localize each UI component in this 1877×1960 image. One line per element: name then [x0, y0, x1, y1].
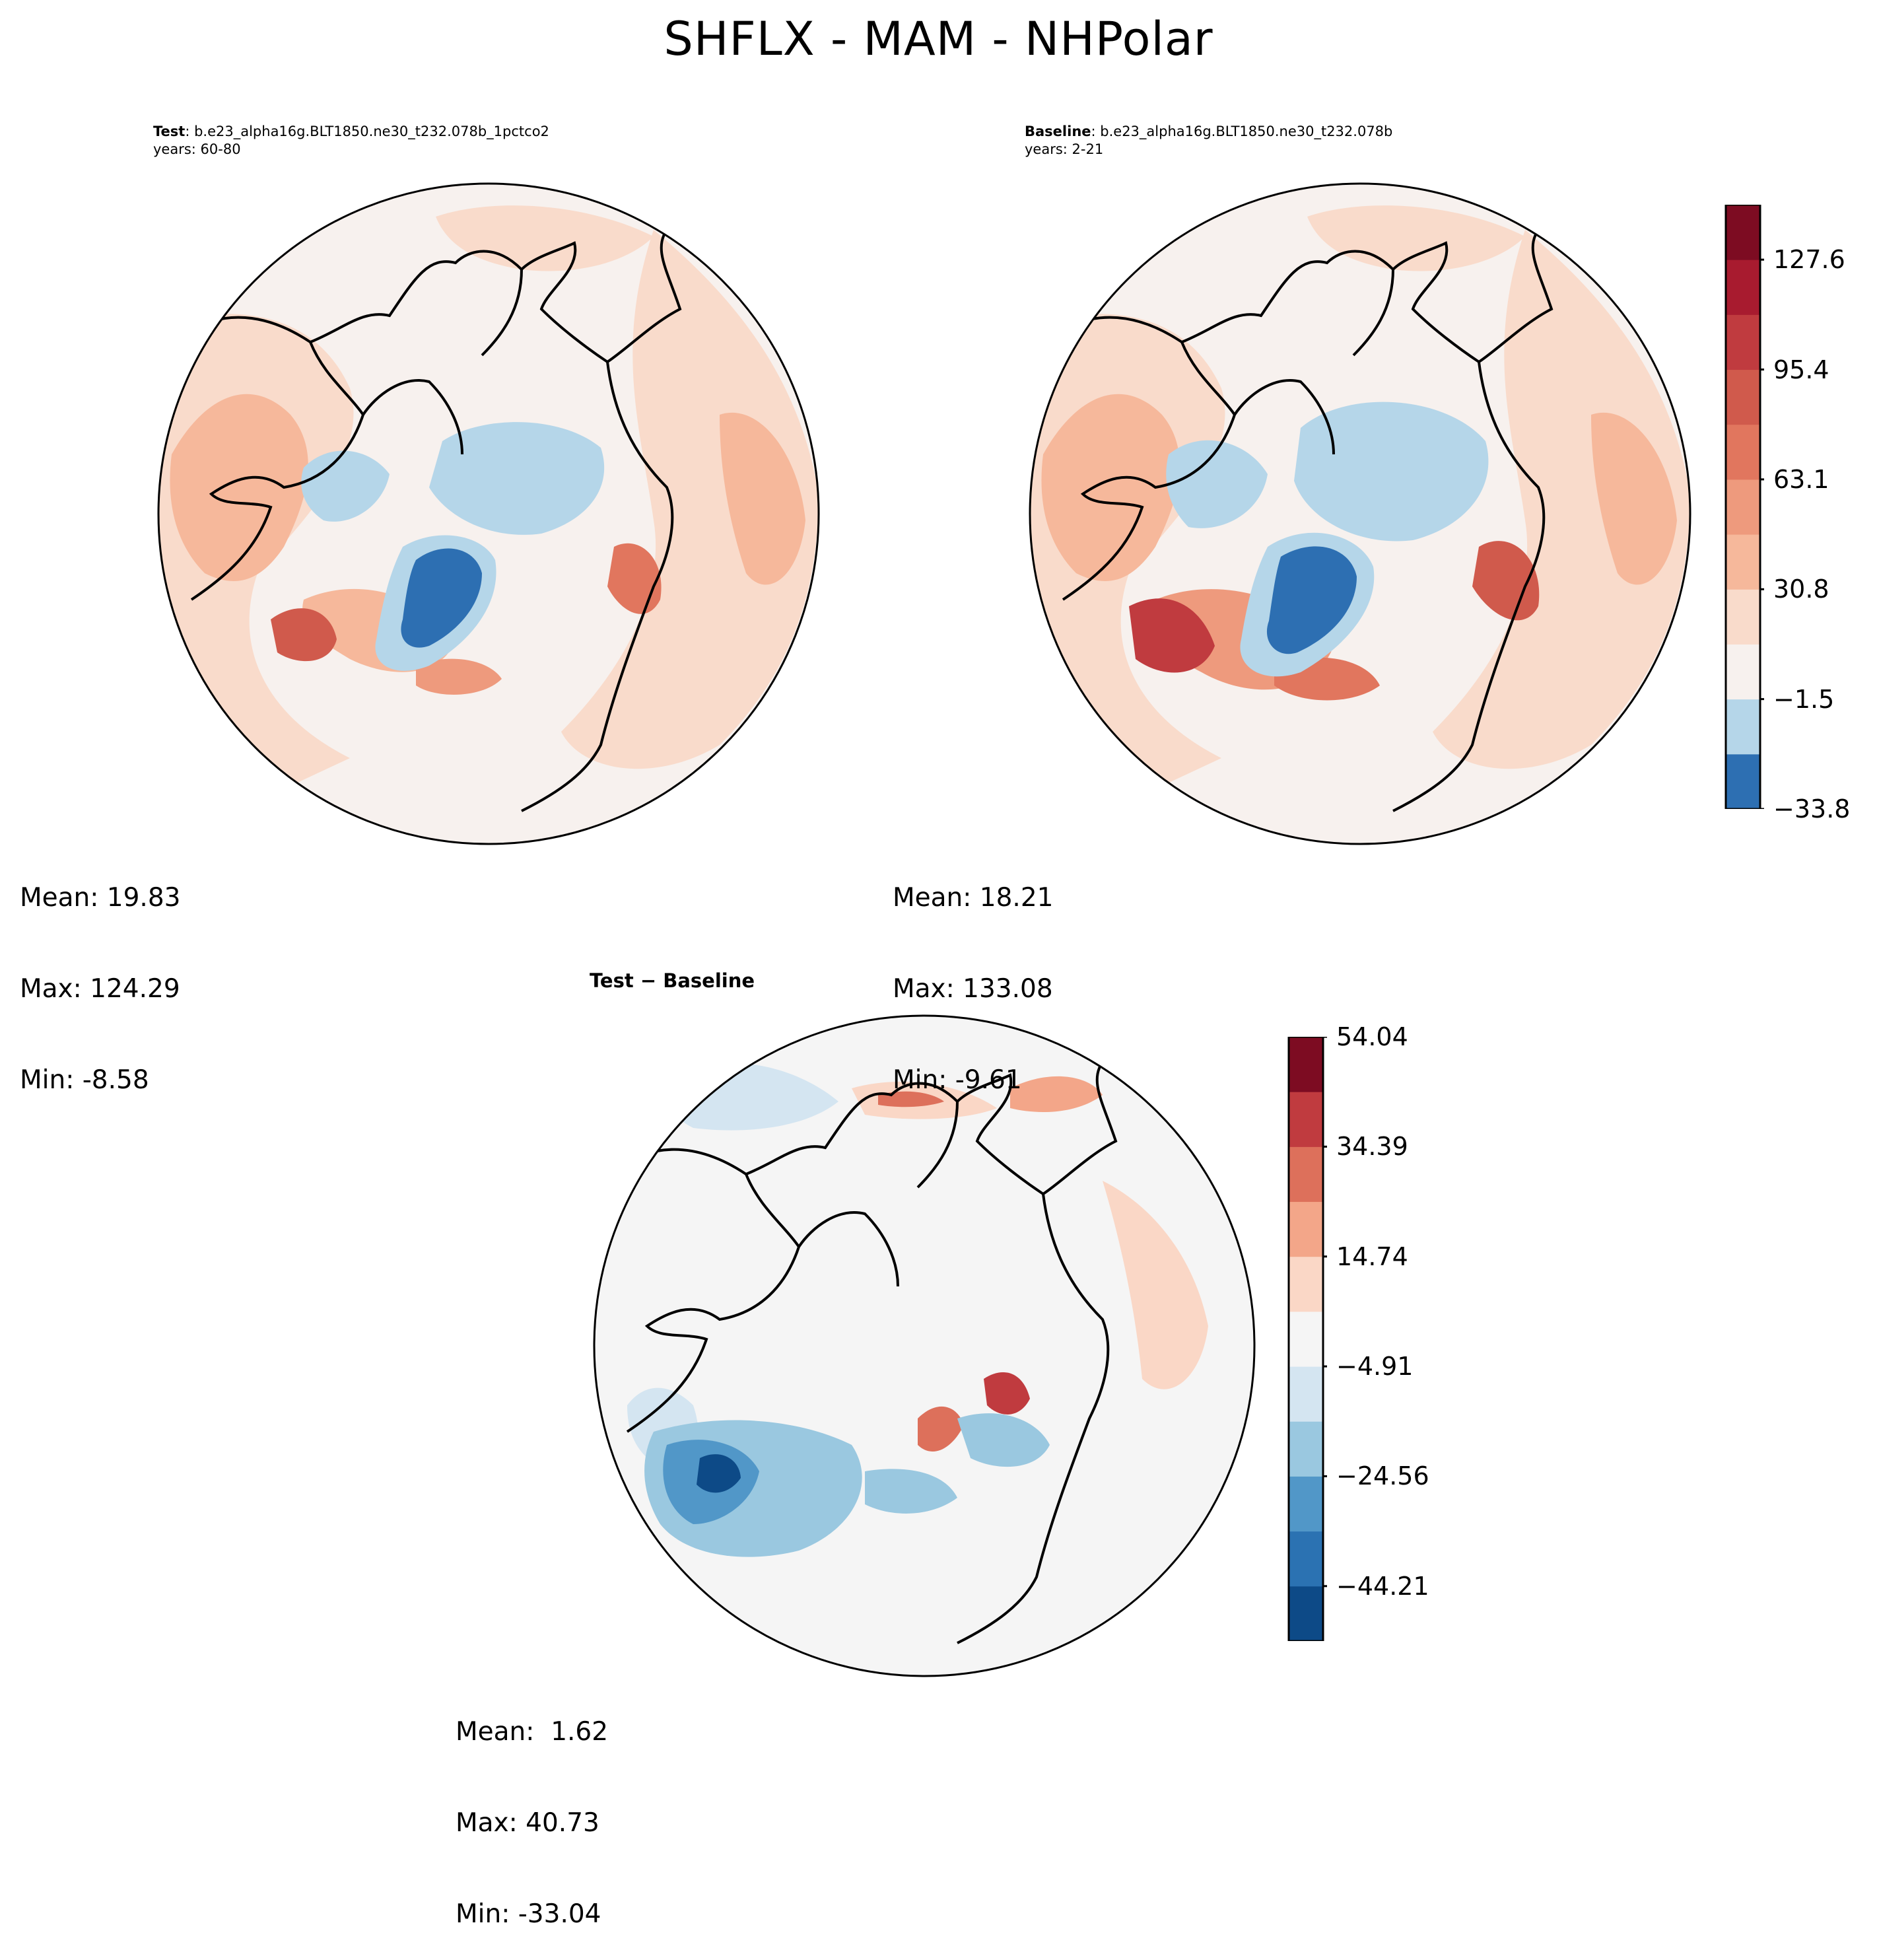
test-coastline — [190, 228, 682, 812]
main-colorbar-segment — [1726, 479, 1760, 535]
test-contour-band — [170, 394, 308, 581]
test-label: Test — [153, 123, 186, 139]
test-contour-band — [607, 543, 662, 614]
diff-contour-band — [984, 1372, 1030, 1415]
baseline-contour-band — [1129, 598, 1215, 673]
baseline-years: years: 2-21 — [1025, 141, 1104, 157]
diff-contour-band — [1010, 1076, 1103, 1112]
diff-mean: Mean: 1.62 — [456, 1717, 609, 1747]
main-colorbar-tick-label: −33.8 — [1773, 794, 1851, 823]
baseline-max: Max: 133.08 — [893, 974, 1053, 1004]
main-colorbar-tick-label: 95.4 — [1773, 355, 1829, 384]
test-contour-band — [416, 658, 502, 695]
test-contour-band — [401, 548, 482, 648]
diff-contour-band — [918, 1406, 964, 1452]
test-contour-band — [720, 412, 805, 585]
test-max: Max: 124.29 — [20, 974, 180, 1004]
diff-colorbar-tick-label: 54.04 — [1336, 1022, 1408, 1051]
main-colorbar-segment — [1726, 753, 1760, 809]
main-colorbar-segment — [1726, 260, 1760, 315]
diff-colorbar-segment — [1289, 1421, 1323, 1477]
diff-colorbar-tick-label: −24.56 — [1336, 1461, 1429, 1491]
diff-colorbar-segment — [1289, 1586, 1323, 1641]
diff-colorbar — [1287, 1037, 1327, 1641]
main-colorbar-tick-label: 30.8 — [1773, 575, 1829, 604]
baseline-contour-band — [1266, 546, 1357, 654]
test-mean: Mean: 19.83 — [20, 883, 181, 913]
main-colorbar-tick-label: 127.6 — [1773, 245, 1845, 275]
main-colorbar-segment — [1726, 205, 1760, 260]
main-colorbar-tick-label: −1.5 — [1773, 684, 1835, 714]
diff-colorbar-segment — [1289, 1311, 1323, 1367]
baseline-contour-band — [1041, 394, 1180, 581]
test-contour-band — [301, 450, 390, 522]
diff-colorbar-tick-label: 14.74 — [1336, 1242, 1408, 1271]
baseline-coastline — [1062, 228, 1553, 812]
main-colorbar-segment — [1726, 589, 1760, 645]
main-colorbar-segment — [1726, 369, 1760, 425]
main-colorbar-segment — [1726, 424, 1760, 480]
main-colorbar-segment — [1726, 699, 1760, 755]
diff-coastline — [626, 1061, 1118, 1644]
test-polar-map — [157, 182, 820, 845]
diff-contour-band — [865, 1469, 957, 1514]
diff-colorbar-frame — [1287, 1037, 1324, 1641]
diff-colorbar-segment — [1289, 1201, 1323, 1257]
main-colorbar — [1724, 205, 1764, 809]
test-case-name: : b.e23_alpha16g.BLT1850.ne30_t232.078b_… — [185, 123, 549, 139]
test-min: Min: -8.58 — [20, 1065, 149, 1095]
test-contour-band — [429, 422, 605, 535]
main-colorbar-tick-label: 63.1 — [1773, 464, 1829, 494]
main-colorbar-segment — [1726, 314, 1760, 370]
diff-min: Min: -33.04 — [456, 1899, 601, 1929]
main-colorbar-frame — [1724, 205, 1761, 809]
baseline-contour-band — [1591, 412, 1677, 585]
diff-colorbar-segment — [1289, 1366, 1323, 1422]
test-years: years: 60-80 — [153, 141, 241, 157]
baseline-contour-band — [1294, 402, 1489, 542]
baseline-case-name: : b.e23_alpha16g.BLT1850.ne30_t232.078b — [1091, 123, 1393, 139]
diff-colorbar-segment — [1289, 1146, 1323, 1203]
baseline-polar-map — [1029, 182, 1691, 845]
baseline-contour-band — [1472, 541, 1540, 621]
diff-contour-band — [957, 1413, 1050, 1467]
baseline-stats: Mean: 18.21 Max: 133.08 Min: -9.61 — [893, 822, 1053, 1126]
diff-panel-header: Test − Baseline — [590, 969, 755, 992]
diff-polar-map — [593, 1014, 1256, 1677]
diff-contour-band — [878, 1091, 944, 1107]
baseline-label: Baseline — [1025, 123, 1091, 139]
diff-colorbar-tick-label: −44.21 — [1336, 1571, 1429, 1601]
test-panel-header: Test: b.e23_alpha16g.BLT1850.ne30_t232.0… — [153, 123, 549, 158]
test-contour-band — [271, 608, 337, 662]
diff-contour-band — [697, 1454, 741, 1493]
test-stats: Mean: 19.83 Max: 124.29 Min: -8.58 — [20, 822, 180, 1126]
diff-colorbar-tick-label: −4.91 — [1336, 1352, 1414, 1382]
diff-colorbar-segment — [1289, 1531, 1323, 1587]
diff-contour-band — [1103, 1181, 1208, 1389]
baseline-mean: Mean: 18.21 — [893, 883, 1054, 913]
diff-max: Max: 40.73 — [456, 1808, 599, 1838]
baseline-contour-band — [1166, 440, 1268, 528]
test-contour-band — [561, 230, 819, 769]
figure-title: SHFLX - MAM - NHPolar — [664, 12, 1213, 66]
baseline-panel-header: Baseline: b.e23_alpha16g.BLT1850.ne30_t2… — [1025, 123, 1392, 158]
main-colorbar-segment — [1726, 534, 1760, 590]
baseline-min: Min: -9.61 — [893, 1065, 1022, 1095]
baseline-contour-band — [1433, 230, 1690, 769]
diff-colorbar-segment — [1289, 1476, 1323, 1532]
diff-colorbar-segment — [1289, 1037, 1323, 1092]
test-contour-band — [436, 205, 654, 271]
main-colorbar-segment — [1726, 644, 1760, 700]
diff-stats: Mean: 1.62 Max: 40.73 Min: -33.04 — [456, 1656, 608, 1960]
baseline-contour-band — [1307, 205, 1525, 271]
diff-colorbar-segment — [1289, 1092, 1323, 1147]
diff-colorbar-segment — [1289, 1256, 1323, 1312]
diff-colorbar-tick-label: 34.39 — [1336, 1132, 1408, 1162]
